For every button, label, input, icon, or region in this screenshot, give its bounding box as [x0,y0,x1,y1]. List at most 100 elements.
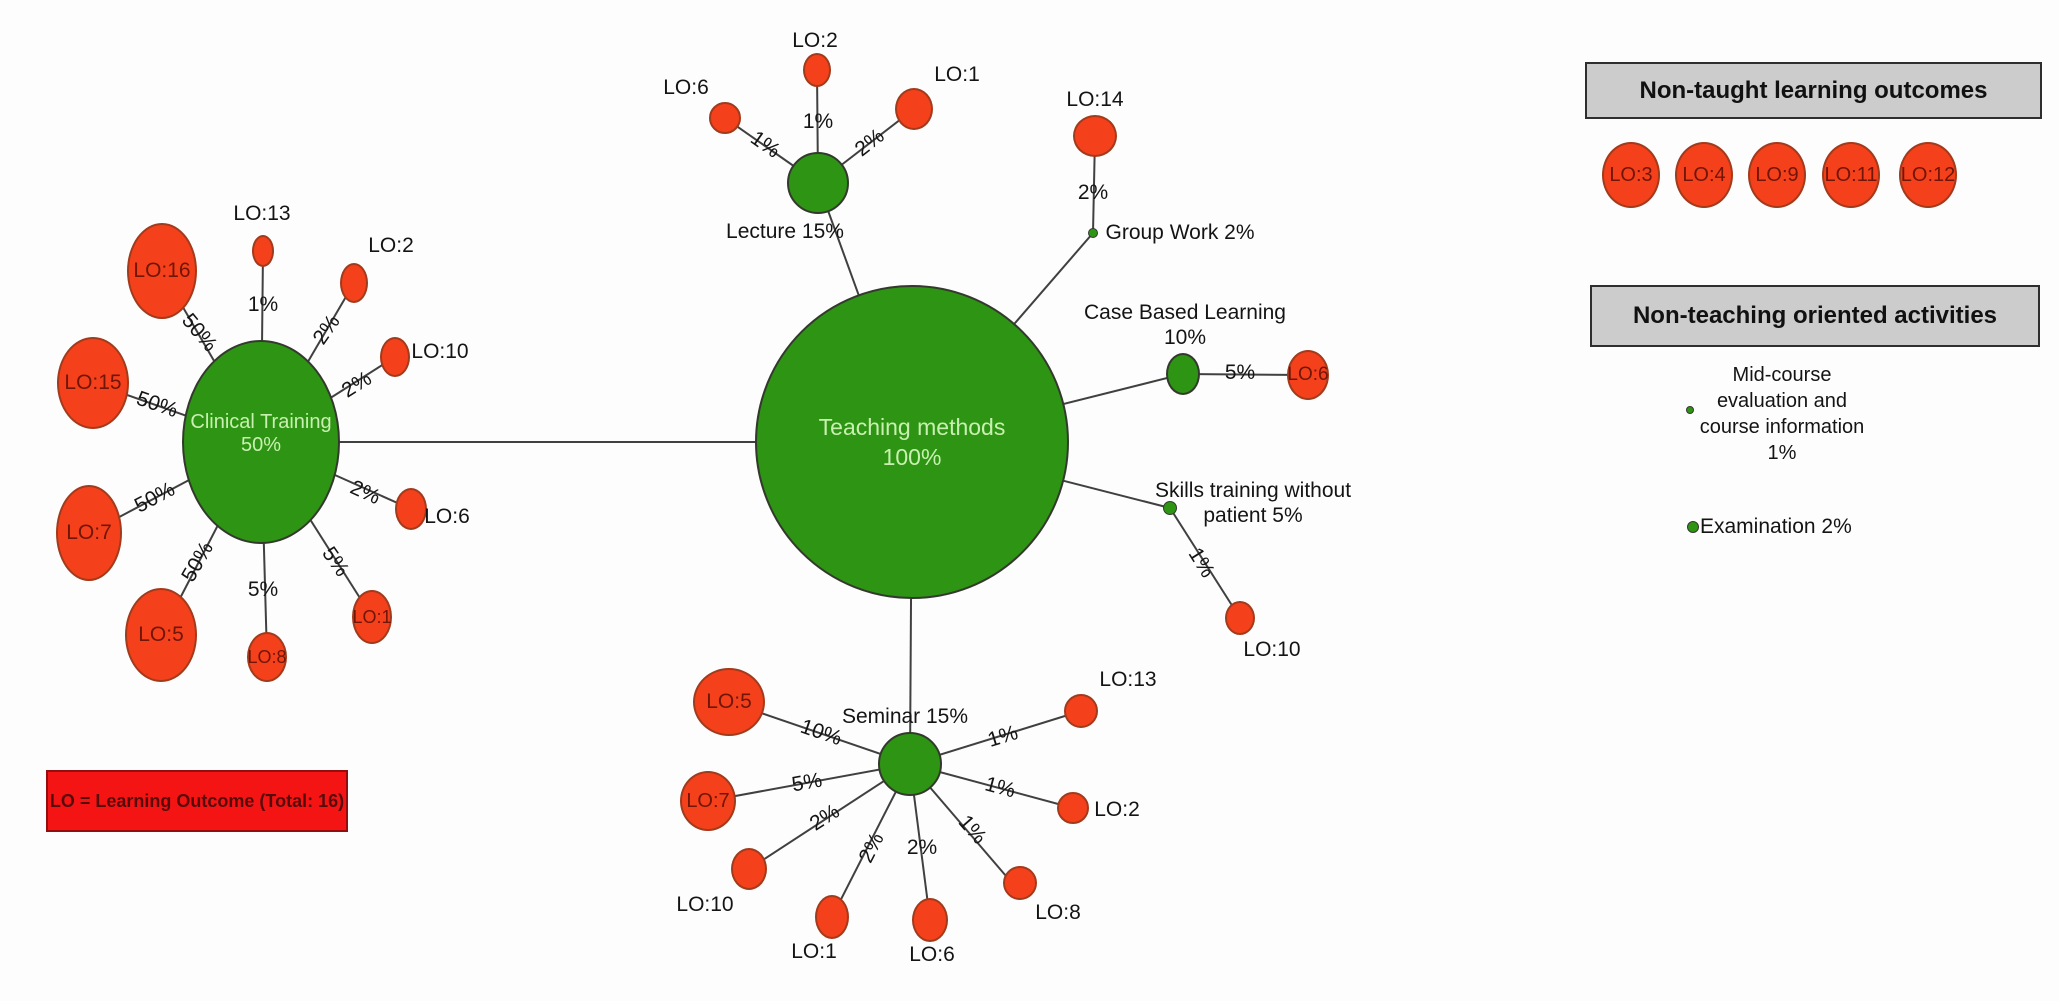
lo5-clinical-label: LO:5 [138,623,184,646]
skills-label-line1: Skills training without [1154,479,1352,502]
mid-course-line2: evaluation and [1716,390,1848,412]
cbl-label-pct: 10% [1163,326,1207,349]
group-work-label: Group Work 2% [1105,221,1255,244]
hub-pct: 100% [882,444,942,470]
node-lo7-clinical: LO:7 [56,485,122,581]
node-teaching-methods: Teaching methods 100% [755,285,1069,599]
node-clinical-training: Clinical Training 50% [182,340,340,544]
pct-clinical-lo13: 1% [247,293,279,316]
examination-label: Examination 2% [1700,515,1852,538]
seminar-label: Seminar 15% [841,705,969,728]
lo1-clinical-label: LO:1 [352,606,392,627]
node-lo7-seminar: LO:7 [680,771,736,831]
lo8-clinical-label: LO:8 [247,646,287,667]
mid-course-line4: 1% [1767,442,1797,464]
mid-course-label: Mid-course evaluation and course informa… [1700,362,1865,466]
edge-skills-lo10 [1169,507,1241,619]
node-lo15-clinical: LO:15 [57,337,129,429]
cbl-label-line1: Case Based Learning [1084,301,1286,324]
examination-dot [1687,521,1699,533]
lo16-label: LO:16 [133,259,191,282]
lo7-clinical-label: LO:7 [66,521,112,544]
lo2-seminar-label: LO:2 [1094,798,1140,821]
header-non-taught-text: Non-taught learning outcomes [1639,76,1988,104]
node-group-work [1088,228,1098,238]
node-lo6-lecture [709,102,741,134]
node-lo12-panel: LO:12 [1899,142,1957,208]
pct-cbl-lo6: 5% [1224,361,1256,384]
node-lo2-seminar [1057,792,1089,824]
lo1-seminar-label: LO:1 [791,940,837,963]
lo10-seminar-label: LO:10 [676,893,734,916]
legend-text: LO = Learning Outcome (Total: 16) [49,790,345,811]
node-lo8-seminar [1003,866,1037,900]
node-lo16-clinical: LO:16 [127,223,197,319]
node-skills-training [1163,501,1177,515]
node-lo11-panel: LO:11 [1822,142,1880,208]
lo6-seminar-label: LO:6 [909,943,955,966]
header-activities-text: Non-teaching oriented activities [1632,302,1998,329]
node-lo8-clinical: LO:8 [247,632,287,682]
lo13-seminar-label: LO:13 [1099,668,1157,691]
node-lo13-clinical [252,235,274,267]
clinical-label: Clinical Training 50% [190,411,332,456]
skills-label-line2: patient 5% [1203,504,1303,527]
lo1-lecture-label: LO:1 [934,63,980,86]
node-lo3-panel: LO:3 [1602,142,1660,208]
lo10-clinical-label: LO:10 [411,340,469,363]
lo6-clinical-label: LO:6 [424,505,470,528]
lo8-seminar-label: LO:8 [1035,901,1081,924]
header-activities: Non-teaching oriented activities [1590,285,2040,347]
node-lo1-clinical: LO:1 [352,590,392,644]
lo5-seminar-label: LO:5 [706,690,752,713]
legend-box: LO = Learning Outcome (Total: 16) [46,770,348,832]
mid-course-line1: Mid-course [1732,364,1832,386]
lo2-lecture-label: LO:2 [792,29,838,52]
node-lo10-seminar [731,848,767,890]
lo14-label: LO:14 [1066,88,1124,111]
cbl-label: Case Based Learning 10% [1084,300,1286,350]
node-lo14 [1073,115,1117,157]
node-lo10-clinical [380,337,410,377]
lo10-skills-label: LO:10 [1243,638,1301,661]
node-lo6-cbl: LO:6 [1287,350,1329,400]
mid-course-line3: course information [1699,416,1865,438]
pct-clinical-lo8: 5% [247,578,279,601]
node-lo13-seminar [1064,694,1098,728]
header-non-taught: Non-taught learning outcomes [1585,62,2042,119]
lo6-lecture-label: LO:6 [663,76,709,99]
pct-groupwork-lo14: 2% [1077,181,1109,204]
node-lecture [787,152,849,214]
node-seminar [878,732,942,796]
lo6-cbl-label: LO:6 [1287,364,1329,385]
node-lo1-lecture [895,88,933,130]
edge-seminar-lo7 [707,763,911,802]
node-lo2-clinical [340,263,368,303]
node-lo2-lecture [803,53,831,87]
lo7-seminar-label: LO:7 [686,789,730,812]
lo15-clinical-label: LO:15 [64,371,122,394]
skills-label: Skills training without patient 5% [1155,478,1351,528]
node-lo4-panel: LO:4 [1675,142,1733,208]
node-case-based-learning [1166,353,1200,395]
node-lo6-seminar [912,898,948,942]
lecture-label: Lecture 15% [726,220,844,243]
node-lo5-clinical: LO:5 [125,588,197,682]
pct-seminar-lo6: 2% [906,836,938,859]
lo4-panel-label: LO:4 [1682,163,1726,186]
node-lo10-skills [1225,601,1255,635]
mid-course-dot [1686,406,1694,414]
node-lo5-seminar: LO:5 [693,668,765,736]
lo3-panel-label: LO:3 [1609,163,1653,186]
lo12-panel-label: LO:12 [1900,163,1956,186]
node-lo1-seminar [815,895,849,939]
lo9-panel-label: LO:9 [1755,163,1799,186]
lo13-clinical-label: LO:13 [233,202,291,225]
lo2-clinical-label: LO:2 [368,234,414,257]
pct-lecture-lo2: 1% [802,110,834,133]
hub-title: Teaching methods [818,414,1006,440]
node-lo6-clinical [395,488,427,530]
lo11-panel-label: LO:11 [1824,163,1878,186]
node-lo9-panel: LO:9 [1748,142,1806,208]
